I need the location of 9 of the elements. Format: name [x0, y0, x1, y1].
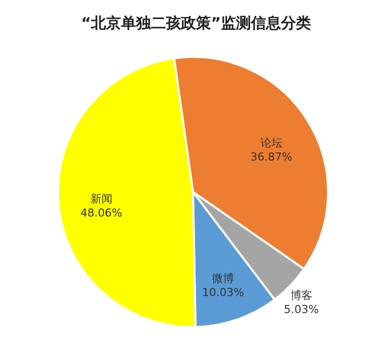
- data-label: 48.06%: [80, 206, 122, 220]
- data-label: 10.03%: [202, 286, 244, 299]
- slice-label: 新闻: [90, 192, 112, 206]
- slice-label: 微博: [212, 272, 234, 285]
- slice-label: 论坛: [260, 136, 282, 150]
- data-label: 36.87%: [250, 150, 292, 164]
- data-label: 5.03%: [284, 302, 319, 316]
- slice-label: 博客: [290, 288, 312, 302]
- chart-title: “北京单独二孩政策”监测信息分类: [81, 14, 311, 32]
